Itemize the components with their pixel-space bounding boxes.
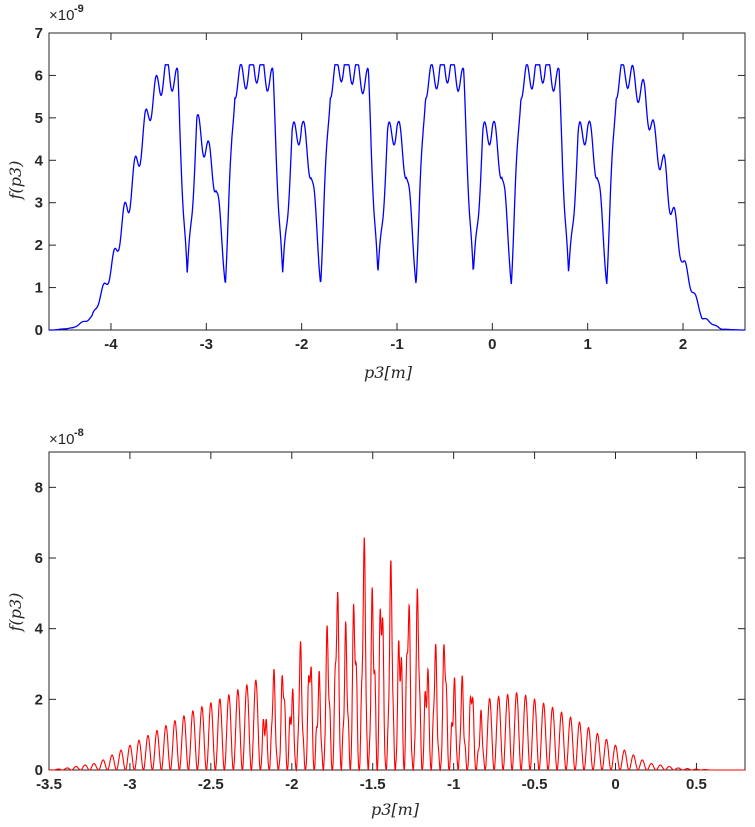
bottom-chart-axes-box: [48, 451, 746, 771]
bottom-chart-x-tick-label: -0.5: [522, 776, 548, 793]
top-chart-y-tick-label: 5: [35, 110, 43, 127]
bottom-chart-y-tick-label: 0: [35, 762, 43, 779]
bottom-chart-x-tick-label: -1.5: [360, 776, 386, 793]
top-chart-x-tick-label: 2: [679, 336, 687, 353]
bottom-chart-series-line: [49, 537, 745, 773]
bottom-chart-plot-area: -3.5 -3 -2.5 -2 -1.5 -1 -0.5 0 0.5 0 2 4 6 8: [35, 451, 746, 793]
bottom-chart-exponent-power: -8: [74, 427, 84, 439]
top-chart-series-line: [49, 64, 745, 331]
top-chart-plot-area: -4 -3 -2 -1 0 1 2 0 1 2 3 4 5 6 7: [35, 25, 746, 353]
top-chart-x-axis-label: p3[m]: [364, 363, 413, 382]
top-chart-y-axis-label: f(p3): [6, 161, 25, 201]
bottom-chart-x-tick-label: -3.5: [36, 776, 62, 793]
bottom-chart-x-tick-label: 0.5: [686, 776, 707, 793]
top-chart-y-tick-label: 6: [35, 67, 43, 84]
bottom-chart: -3.5 -3 -2.5 -2 -1.5 -1 -0.5 0 0.5 0 2 4 6 8 ×10 -8 f…: [6, 427, 746, 819]
bottom-chart-y-tick-label: 4: [35, 621, 44, 638]
bottom-chart-x-tick-label: -1: [447, 776, 460, 793]
bottom-chart-y-tick-label: 2: [35, 691, 43, 708]
bottom-chart-x-tick-label: -2: [285, 776, 298, 793]
bottom-chart-x-tick-label: 0: [611, 776, 619, 793]
top-chart-y-tick-label: 4: [35, 152, 44, 169]
bottom-chart-y-tick-label: 8: [35, 479, 43, 496]
top-chart-y-tick-label: 2: [35, 237, 43, 254]
top-chart: -4 -3 -2 -1 0 1 2 0 1 2 3 4 5 6 7 ×10 -9 f(p3) p3[m]: [6, 3, 746, 382]
top-chart-y-tick-label: 1: [35, 280, 43, 297]
top-chart-x-tick-label: -4: [104, 336, 118, 353]
top-chart-x-tick-label: -3: [200, 336, 213, 353]
bottom-chart-y-tick-label: 6: [35, 550, 43, 567]
top-chart-exponent-power: -9: [74, 3, 84, 15]
top-chart-exponent-base: ×10: [49, 7, 74, 24]
bottom-chart-y-axis-label: f(p3): [6, 593, 25, 633]
bottom-chart-x-tick-label: -2.5: [198, 776, 224, 793]
bottom-chart-exponent-base: ×10: [49, 431, 74, 448]
top-chart-x-tick-label: -2: [295, 336, 308, 353]
top-chart-x-tick-label: 0: [488, 336, 496, 353]
bottom-chart-x-tick-label: -3: [123, 776, 136, 793]
top-chart-y-tick-label: 3: [35, 195, 43, 212]
top-chart-y-tick-label: 0: [35, 322, 43, 339]
top-chart-x-tick-label: 1: [584, 336, 592, 353]
top-chart-x-tick-label: -1: [390, 336, 403, 353]
top-chart-y-tick-label: 7: [35, 25, 43, 42]
bottom-chart-x-axis-label: p3[m]: [371, 800, 420, 819]
